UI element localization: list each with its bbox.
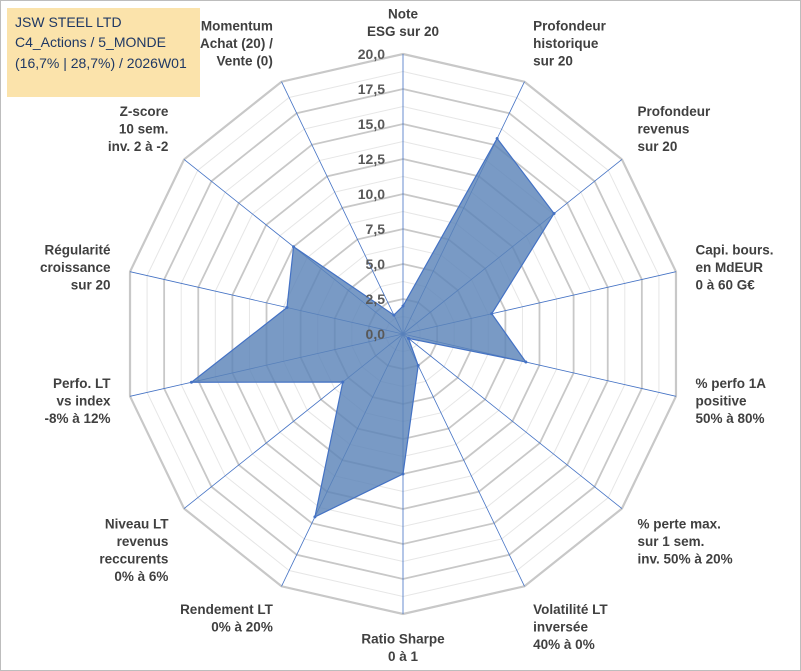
category-label-line: Niveau LT: [105, 517, 169, 532]
category-label-line: Perfo. LT: [53, 376, 111, 391]
radial-tick-labels: 0,0 2,5 5,0 7,5 10,0 12,5 15,0 17,5 20,0: [358, 46, 385, 342]
category-labels: Note ESG sur 20 Profondeur historique sur 20…: [40, 7, 774, 665]
category-label: Profondeur revenus sur 20: [638, 104, 711, 154]
data-point: [552, 212, 556, 216]
axis-spoke: [402, 333, 525, 587]
category-label-line: Note: [388, 7, 418, 22]
category-label-line: Profondeur: [638, 104, 711, 119]
tick-label: 12,5: [358, 151, 385, 167]
category-label: Momentum Achat (20) / Vente (0): [200, 19, 273, 69]
category-label: Capi. bours. en MdEUR 0 à 60 G€: [695, 242, 773, 292]
category-label-line: -8% à 12%: [44, 411, 110, 426]
category-label-line: sur 20: [638, 139, 678, 154]
category-label-line: sur 1 sem.: [638, 534, 705, 549]
category-label-line: croissance: [40, 260, 111, 275]
info-category: C4_Actions / 5_MONDE: [15, 34, 166, 50]
category-label: Rendement LT 0% à 20%: [180, 602, 274, 635]
info-company-name: JSW STEEL LTD: [15, 14, 122, 30]
category-label-line: 10 sem.: [119, 121, 169, 136]
category-label-line: inv. 50% à 20%: [638, 552, 733, 567]
category-label-line: 40% à 0%: [533, 637, 595, 652]
data-point: [406, 336, 410, 340]
category-label-line: Profondeur: [533, 19, 606, 34]
category-label: Note ESG sur 20: [367, 7, 439, 40]
category-label-line: % perte max.: [638, 517, 721, 532]
data-point: [285, 306, 289, 310]
data-point: [401, 304, 405, 308]
data-point: [401, 472, 405, 476]
category-label-line: Régularité: [44, 242, 111, 257]
category-label-line: % perfo 1A: [695, 376, 766, 391]
tick-label: 5,0: [366, 256, 386, 272]
info-weights-period: (16,7% | 28,7%) / 2026W01: [15, 55, 187, 71]
category-label-line: 0% à 20%: [211, 619, 273, 634]
data-point: [189, 380, 193, 384]
data-point: [341, 380, 345, 384]
tick-label: 7,5: [366, 221, 386, 237]
category-label-line: revenus: [117, 534, 169, 549]
axis-spoke: [281, 81, 404, 335]
tick-label: 20,0: [358, 46, 385, 62]
category-label-line: Momentum: [201, 19, 273, 34]
category-label-line: Vente (0): [217, 54, 273, 69]
category-label: Profondeur historique sur 20: [533, 19, 606, 69]
category-label-line: vs index: [56, 394, 111, 409]
tick-label: 2,5: [366, 291, 386, 307]
category-label: Volatilité LT inversée 40% à 0%: [533, 602, 608, 652]
category-label: % perfo 1A positive 50% à 80%: [695, 376, 766, 426]
tick-label: 15,0: [358, 116, 385, 132]
data-point: [392, 313, 396, 317]
data-point: [490, 312, 494, 316]
tick-label: 0,0: [366, 326, 386, 342]
category-label-line: reccurents: [99, 552, 168, 567]
category-label-line: 0% à 6%: [114, 569, 168, 584]
category-label-line: Z-score: [120, 104, 169, 119]
category-label-line: revenus: [638, 121, 690, 136]
category-label-line: 50% à 80%: [695, 411, 764, 426]
info-box: JSW STEEL LTD C4_Actions / 5_MONDE (16,7…: [7, 8, 200, 97]
category-label-line: Ratio Sharpe: [361, 632, 445, 647]
data-point: [313, 515, 317, 519]
category-label-line: Volatilité LT: [533, 602, 608, 617]
data-point: [292, 245, 296, 249]
data-point: [524, 360, 528, 364]
category-label-line: Achat (20) /: [200, 36, 273, 51]
axis-spoke: [402, 333, 623, 509]
tick-label: 10,0: [358, 186, 385, 202]
category-label-line: en MdEUR: [695, 260, 763, 275]
category-label: % perte max. sur 1 sem. inv. 50% à 20%: [638, 517, 733, 567]
data-point: [416, 364, 420, 368]
category-label-line: historique: [533, 36, 599, 51]
category-label-line: inversée: [533, 619, 588, 634]
category-label-line: sur 20: [533, 54, 573, 69]
category-label: Ratio Sharpe 0 à 1: [361, 632, 445, 665]
radar-series: [189, 136, 556, 519]
tick-label: 17,5: [358, 81, 385, 97]
category-label-line: 0 à 60 G€: [695, 277, 755, 292]
category-label-line: sur 20: [71, 277, 111, 292]
category-label-line: 0 à 1: [388, 649, 419, 664]
category-label-line: positive: [695, 394, 747, 409]
category-label-line: Rendement LT: [180, 602, 274, 617]
category-label: Niveau LT revenus reccurents 0% à 6%: [99, 517, 169, 585]
category-label-line: Capi. bours.: [695, 242, 773, 257]
category-label-line: inv. 2 à -2: [108, 139, 169, 154]
category-label: Régularité croissance sur 20: [40, 242, 111, 292]
category-label-line: ESG sur 20: [367, 24, 439, 39]
category-label: Perfo. LT vs index -8% à 12%: [44, 376, 111, 426]
category-label: Z-score 10 sem. inv. 2 à -2: [108, 104, 169, 154]
data-point: [495, 136, 499, 140]
